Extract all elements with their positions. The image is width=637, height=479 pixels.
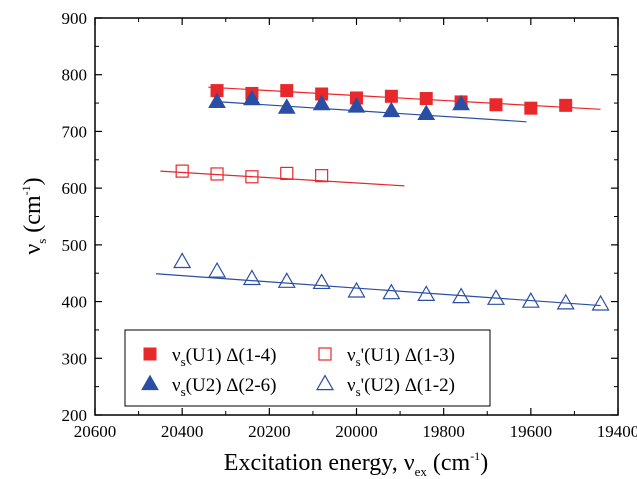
x-axis-title: Excitation energy, νex (cm-1) <box>224 449 488 479</box>
x-tick-label: 20600 <box>74 422 117 441</box>
legend: νs(U1) Δ(1-4) νs(U2) Δ(2-6) νs'(U1) Δ(1-… <box>124 329 491 407</box>
data-point-series-4 <box>417 285 436 301</box>
data-point-series-1 <box>524 101 538 115</box>
data-point-series-4 <box>312 273 331 290</box>
data-point-series-4 <box>347 281 366 298</box>
data-point-series-1 <box>419 92 433 106</box>
legend-box <box>124 329 491 407</box>
x-tick-label: 20200 <box>248 422 291 441</box>
legend-markers <box>141 347 335 391</box>
fit-line-series-4 <box>155 273 601 307</box>
x-tick-label: 20000 <box>335 422 378 441</box>
axis-ticks <box>94 17 619 416</box>
y-tick-label: 400 <box>62 293 88 312</box>
fit-line-series-2 <box>212 100 527 123</box>
data-point-series-3 <box>210 167 224 181</box>
y-tick-label: 200 <box>62 406 88 425</box>
y-tick-label: 500 <box>62 236 88 255</box>
data-point-series-4 <box>277 272 296 288</box>
data-point-series-1 <box>489 98 503 112</box>
data-point-series-3 <box>280 166 294 180</box>
data-point-series-4 <box>486 289 506 305</box>
data-point-series-4 <box>382 283 401 300</box>
data-point-series-3 <box>245 170 259 184</box>
x-tick-label: 19800 <box>422 422 465 441</box>
x-tick-label: 19400 <box>597 422 637 441</box>
data-point-series-3 <box>175 164 189 178</box>
data-point-series-2 <box>382 101 401 118</box>
legend-entry-s4: νs'(U2) Δ(1-2) <box>347 375 455 399</box>
legend-marker-series-2 <box>141 374 159 391</box>
data-point-series-2 <box>452 94 470 111</box>
data-point-series-2 <box>347 97 366 113</box>
data-point-series-1 <box>280 84 294 98</box>
data-point-series-4 <box>207 261 227 278</box>
data-points <box>173 84 610 311</box>
y-tick-label: 800 <box>62 66 88 85</box>
data-point-series-2 <box>243 89 261 106</box>
data-point-series-4 <box>521 291 540 308</box>
legend-entry-s2: νs(U2) Δ(2-6) <box>172 375 276 399</box>
data-point-series-3 <box>315 169 329 183</box>
data-point-series-1 <box>384 89 398 103</box>
data-point-series-2 <box>417 104 436 120</box>
legend-marker-series-3 <box>318 347 332 361</box>
data-point-series-2 <box>208 92 226 109</box>
x-tick-label: 20400 <box>161 422 204 441</box>
data-point-series-4 <box>452 287 471 304</box>
legend-marker-series-1 <box>143 347 157 361</box>
data-point-series-4 <box>173 252 192 269</box>
legend-marker-series-4 <box>315 374 335 391</box>
tick-labels: 20600 20400 20200 20000 19800 19600 19400 200 30… <box>62 9 637 441</box>
y-tick-label: 700 <box>62 122 88 141</box>
fit-line-series-1 <box>208 86 601 110</box>
data-point-series-2 <box>312 94 331 111</box>
y-tick-label: 300 <box>62 349 88 368</box>
data-point-series-4 <box>591 294 610 311</box>
data-point-series-4 <box>556 293 575 310</box>
data-point-series-4 <box>242 269 261 286</box>
y-axis-title: νs (cm-1) <box>19 177 49 254</box>
legend-entry-s1: νs(U1) Δ(1-4) <box>172 345 276 369</box>
x-tick-label: 19600 <box>510 422 553 441</box>
data-point-series-1 <box>559 98 573 112</box>
y-tick-label: 900 <box>62 9 88 28</box>
fit-line-series-3 <box>160 170 405 187</box>
data-point-series-2 <box>277 98 296 114</box>
y-tick-label: 600 <box>62 179 88 198</box>
legend-entry-s3: νs'(U1) Δ(1-3) <box>347 345 455 369</box>
